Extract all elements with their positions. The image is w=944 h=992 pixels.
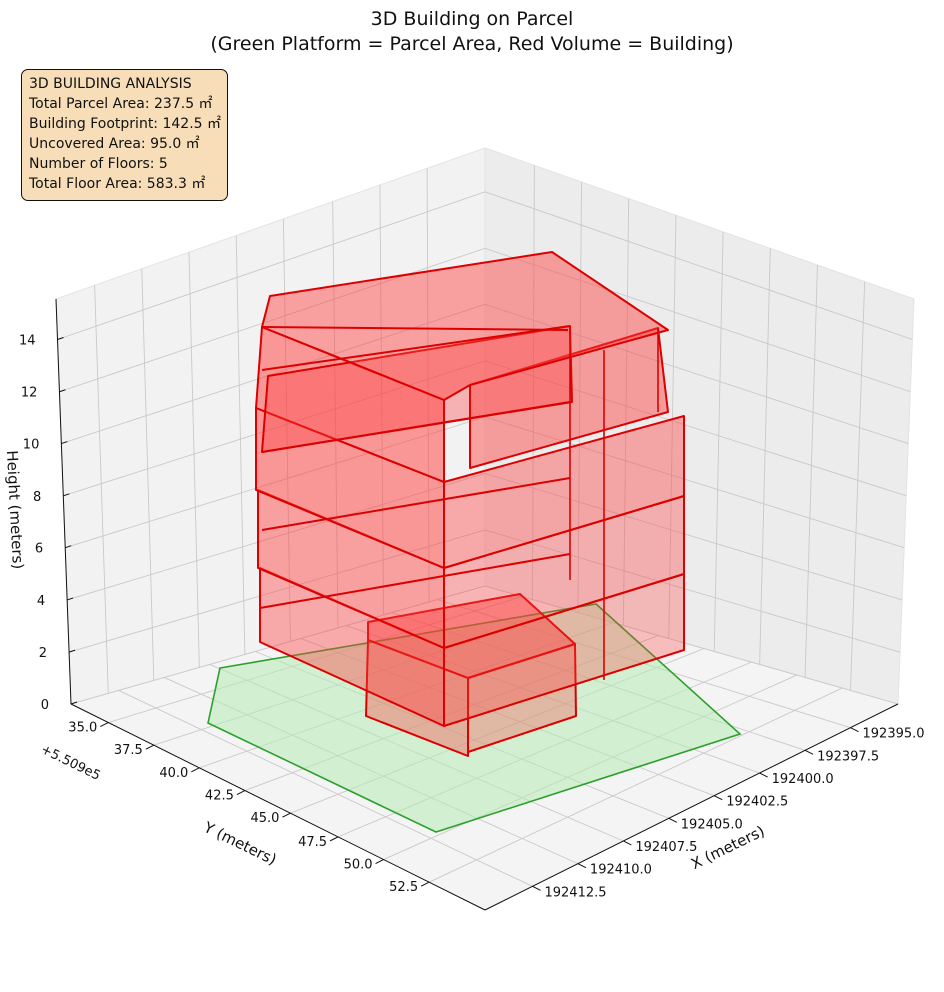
- z-grid-line: [61, 303, 909, 445]
- x-tick-mark: [804, 749, 814, 755]
- axis-ticks: 0 2 4 6 8 10 12 14 35.0 37.5 40.0 42.5 45.0 47.5 50.0 5…: [19, 334, 925, 901]
- z-tick-mark: [70, 701, 78, 705]
- z-tick-label: 4: [37, 594, 45, 609]
- x-grid-line-wall: [532, 165, 535, 600]
- z-tick-mark: [57, 337, 64, 340]
- z-grid-line: [59, 247, 911, 393]
- z-grid-line: [68, 529, 901, 653]
- chart-subtitle: (Green Platform = Parcel Area, Red Volum…: [210, 33, 733, 55]
- y-axis-line: [70, 703, 486, 911]
- x-grid-line-wall: [577, 181, 582, 613]
- x-tick-label: 192407.5: [635, 840, 697, 855]
- building-floor-1-front-right: [467, 643, 577, 753]
- parcel-polygon: [207, 603, 742, 833]
- building-floor-edge: [261, 326, 569, 331]
- x-grid-line-wall: [759, 248, 771, 665]
- x-grid-line: [118, 690, 533, 887]
- y-tick-label: 40.0: [159, 766, 188, 781]
- y-tick-mark: [375, 859, 384, 864]
- x-tick-mark: [850, 727, 859, 733]
- y-tick-mark: [282, 812, 291, 818]
- y-grid-line-wall: [94, 285, 109, 694]
- y-tick-mark: [420, 881, 430, 887]
- y-tick-mark: [191, 767, 200, 773]
- annotation-line-uncovered: Uncovered Area: 95.0 ㎡: [29, 136, 200, 152]
- annotation-line-floor-area: Total Floor Area: 583.3 ㎡: [29, 176, 206, 192]
- x-tick-mark: [668, 817, 678, 823]
- y-offset-label: +5.509e5: [38, 742, 102, 784]
- z-axis-line: [55, 298, 72, 705]
- y-tick-label: 45.0: [250, 811, 279, 826]
- building-volume: [255, 251, 685, 757]
- annotation-line-footprint: Building Footprint: 142.5 ㎡: [29, 116, 222, 132]
- x-tick-label: 192400.0: [772, 772, 834, 787]
- chart-title: 3D Building on Parcel: [371, 8, 574, 30]
- z-tick-mark: [59, 389, 66, 393]
- z-tick-label: 8: [33, 490, 41, 505]
- x-grid-line-wall: [850, 281, 866, 691]
- z-grid-line: [70, 585, 899, 705]
- y-tick-mark: [100, 722, 109, 727]
- z-tick-label: 14: [19, 334, 36, 349]
- y-tick-label: 50.0: [344, 858, 373, 873]
- y-tick-label: 47.5: [298, 835, 327, 850]
- x-grid-line-wall: [804, 265, 818, 678]
- z-grid-line: [63, 360, 907, 497]
- building-floor-edge: [261, 325, 571, 371]
- z-tick-mark: [68, 649, 76, 653]
- annotation-line-parcel-area: Total Parcel Area: 237.5 ㎡: [29, 96, 213, 112]
- x-tick-label: 192395.0: [863, 727, 925, 742]
- z-axis-label: Height (meters): [3, 450, 27, 570]
- z-tick-label: 0: [41, 698, 49, 713]
- y-tick-label: 35.0: [68, 721, 97, 736]
- z-tick-mark: [63, 493, 70, 497]
- x-tick-label: 192402.5: [726, 795, 788, 810]
- z-tick-label: 2: [39, 646, 47, 661]
- z-grid-line: [67, 472, 903, 601]
- x-tick-label: 192405.0: [681, 817, 743, 832]
- y-tick-label: 37.5: [114, 743, 143, 758]
- y-grid-line-wall: [188, 252, 200, 668]
- x-tick-label: 192397.5: [817, 749, 879, 764]
- annotation-heading: 3D BUILDING ANALYSIS: [29, 76, 192, 92]
- x-tick-label: 192412.5: [544, 885, 606, 900]
- z-tick-label: 12: [21, 386, 38, 401]
- x-tick-label: 192410.0: [590, 863, 652, 878]
- x-grid-line-wall: [622, 198, 630, 626]
- z-tick-mark: [65, 545, 72, 549]
- x-tick-mark: [532, 885, 541, 891]
- z-grid-line: [57, 191, 913, 340]
- x-tick-mark: [623, 840, 632, 846]
- x-grid-line-wall: [713, 231, 724, 652]
- building-floor-edge: [259, 553, 571, 609]
- y-tick-mark: [329, 836, 339, 842]
- analysis-annotation: 3D BUILDING ANALYSIS Total Parcel Area: …: [21, 69, 228, 201]
- x-axis-line: [484, 703, 899, 911]
- y-tick-mark: [236, 790, 246, 795]
- y-tick-mark: [145, 744, 155, 750]
- x-tick-mark: [713, 795, 723, 801]
- building-floor-edge: [261, 401, 571, 453]
- z-tick-mark: [61, 441, 68, 445]
- building-floor-edge: [261, 477, 571, 531]
- z-tick-label: 10: [23, 438, 40, 453]
- z-tick-mark: [66, 597, 74, 601]
- x-tick-mark: [759, 772, 768, 778]
- y-grid-line-wall: [141, 268, 155, 681]
- z-tick-label: 6: [35, 542, 43, 557]
- y-grid-line: [428, 687, 843, 883]
- x-grid-line-wall: [668, 215, 677, 639]
- y-grid-line-wall: [235, 235, 246, 655]
- y-tick-label: 52.5: [389, 880, 418, 895]
- annotation-line-floors: Number of Floors: 5: [29, 156, 168, 172]
- x-tick-mark: [577, 863, 587, 869]
- y-tick-label: 42.5: [205, 789, 234, 804]
